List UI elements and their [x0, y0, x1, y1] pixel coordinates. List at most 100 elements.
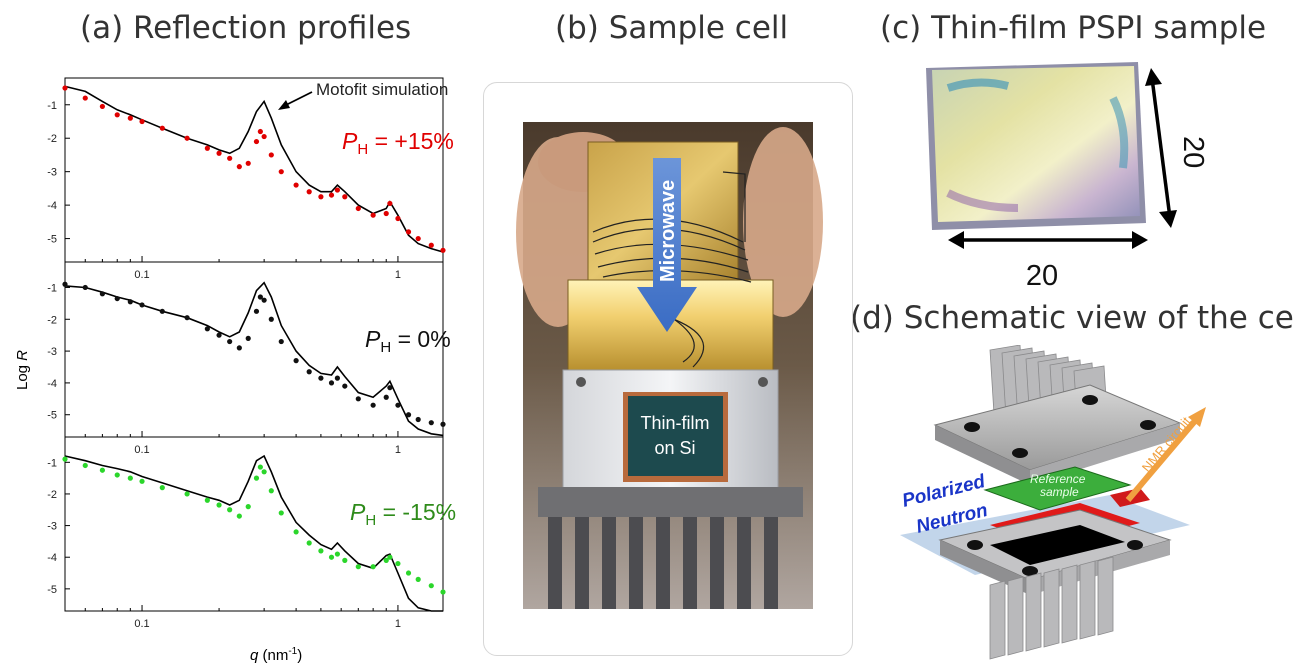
y-tick-label: -5 — [47, 234, 57, 246]
data-point — [355, 396, 361, 402]
data-point — [216, 332, 222, 338]
screw-icon — [758, 377, 768, 387]
y-tick-label: -1 — [47, 457, 57, 469]
data-point — [227, 338, 233, 345]
x-tick-label: 1 — [395, 444, 401, 456]
data-point — [334, 187, 340, 193]
data-point — [395, 402, 401, 408]
data-point — [293, 182, 299, 188]
data-point — [216, 150, 222, 156]
data-point — [261, 133, 267, 140]
reference-label-line2: sample — [1040, 485, 1079, 499]
data-point — [261, 469, 267, 475]
arrowhead-icon — [1188, 407, 1206, 427]
data-point — [114, 295, 120, 302]
x-tick-label: 1 — [395, 269, 401, 281]
panel-a-title: (a) Reflection profiles — [80, 10, 412, 46]
data-point — [428, 242, 434, 248]
data-point — [204, 145, 210, 151]
data-point — [253, 475, 260, 481]
data-point — [405, 229, 412, 235]
y-tick-label: -2 — [47, 314, 57, 326]
data-point — [415, 235, 421, 242]
dimension-arrow-vertical — [1150, 77, 1172, 219]
panel-c-title: (c) Thin-film PSPI sample — [880, 10, 1267, 46]
data-point — [127, 475, 133, 481]
data-point — [159, 308, 165, 314]
nmr-circuit-arrow — [1125, 413, 1203, 502]
screw-icon — [576, 377, 586, 387]
data-point — [245, 504, 251, 510]
data-point — [328, 192, 335, 198]
data-point — [114, 472, 120, 478]
data-point — [114, 112, 120, 118]
data-point — [257, 294, 263, 300]
data-point — [268, 488, 274, 494]
data-point — [257, 464, 263, 470]
y-tick-label: -2 — [47, 489, 57, 501]
label-ph-minus15: PH = -15% — [350, 499, 456, 529]
data-point — [62, 456, 68, 462]
data-point — [440, 247, 446, 253]
data-point — [127, 299, 133, 305]
data-point — [387, 200, 393, 207]
plot-frame — [64, 436, 444, 612]
data-point — [318, 194, 324, 200]
data-point — [184, 491, 190, 497]
data-point — [306, 189, 312, 195]
dimension-label-horizontal: 20 — [1026, 260, 1058, 290]
heat-sink-fins — [548, 517, 778, 609]
y-tick-label: -4 — [47, 378, 57, 390]
data-point — [318, 375, 324, 381]
data-point — [387, 385, 393, 391]
sample-cell-photo: Microwave Thin-film on Si — [516, 122, 823, 609]
x-tick-label: 0.1 — [134, 444, 149, 456]
hole-icon — [964, 422, 980, 432]
reflection-profiles-chart: -1 -2 -3 -4 -5 0.1 1 -1 -2 -3 -4 -5 0.1 1 -1 -2 -3 -4 -5 0.… — [14, 77, 456, 664]
simulation-curve — [64, 454, 443, 612]
data-point — [318, 548, 324, 554]
sample-label-line1: Thin-film — [640, 413, 709, 433]
data-point — [139, 478, 145, 484]
data-point — [334, 551, 340, 557]
finger-right — [743, 127, 823, 317]
data-point — [328, 554, 335, 560]
data-point — [428, 420, 434, 426]
simulation-curve — [64, 85, 444, 253]
interference-fringe — [1109, 96, 1129, 169]
data-point — [383, 210, 389, 217]
data-point — [127, 115, 133, 121]
thin-film-sample — [628, 396, 723, 476]
data-point — [293, 358, 299, 364]
y-tick-label: -4 — [47, 552, 57, 564]
top-plate-side — [935, 425, 1030, 485]
data-point — [159, 485, 165, 491]
data-point — [440, 421, 446, 427]
hole-icon — [1140, 420, 1156, 430]
arrowhead-icon — [948, 231, 964, 249]
hole-icon — [1082, 395, 1098, 405]
panel-b-title: (b) Sample cell — [555, 10, 789, 46]
x-axis-label: q (nm-1) — [250, 646, 302, 664]
data-point — [62, 85, 68, 91]
hole-icon — [1022, 566, 1038, 576]
arrowhead-icon — [1145, 68, 1162, 86]
y-tick-label: -2 — [47, 133, 57, 145]
data-point — [82, 284, 88, 291]
data-point — [342, 194, 348, 200]
sample-window — [990, 525, 1125, 565]
y-tick-label: -1 — [47, 282, 57, 294]
data-point — [236, 164, 242, 170]
data-point — [184, 135, 190, 141]
x-tick-label: 0.1 — [134, 618, 149, 630]
data-point — [236, 345, 242, 351]
hole-icon — [1127, 540, 1143, 550]
data-point — [342, 383, 348, 389]
data-point — [405, 412, 412, 418]
dimension-label-vertical: 20 — [1177, 136, 1209, 168]
plot-frame — [64, 77, 444, 263]
label-ph-plus15: PH = +15% — [342, 128, 454, 158]
data-point — [440, 589, 446, 595]
reference-label-line1: Reference — [1030, 472, 1086, 486]
data-point — [82, 95, 88, 101]
